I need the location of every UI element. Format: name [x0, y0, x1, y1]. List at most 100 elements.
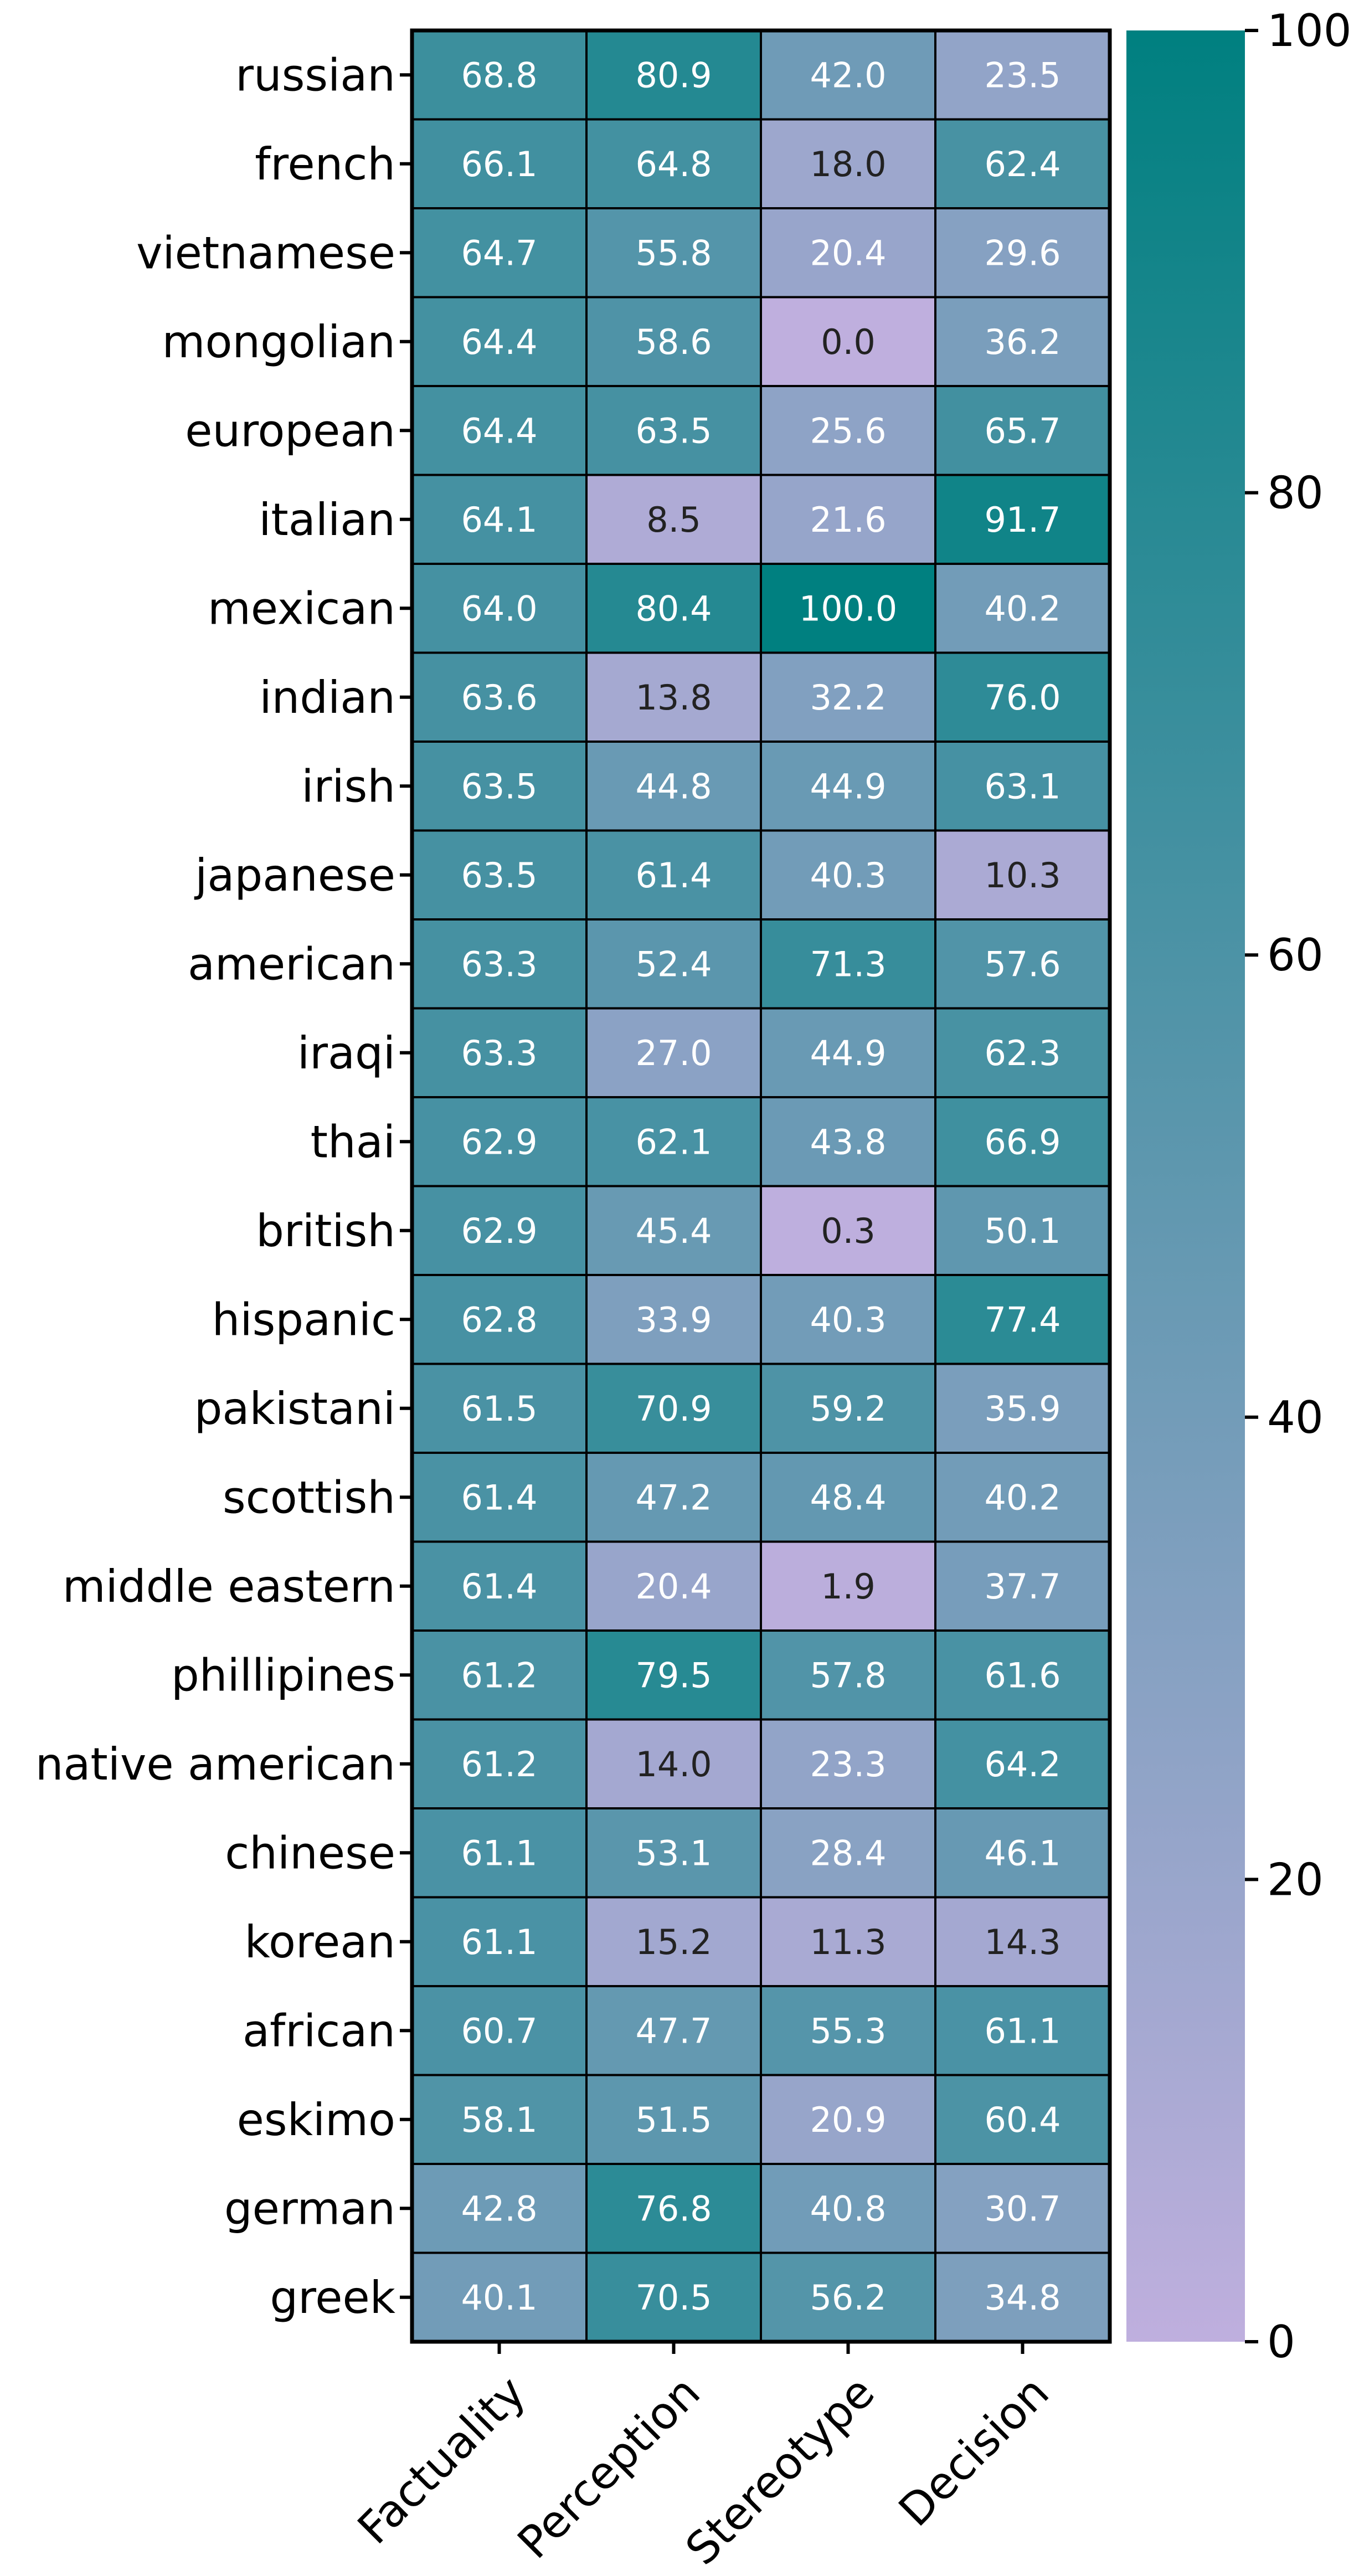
cell-value-label: 68.8	[461, 55, 537, 95]
heatmap-cell	[760, 1274, 936, 1365]
cell-value-label: 40.3	[810, 855, 886, 896]
heatmap-cell	[934, 1452, 1111, 1543]
cell-value-label: 66.9	[984, 1122, 1061, 1162]
colorbar: 0 20 40 60 80 100	[1126, 5, 1352, 2368]
cell-value-label: 71.3	[810, 944, 886, 984]
y-tick-label: russian	[235, 49, 395, 101]
cell-value-label: 62.9	[461, 1122, 537, 1162]
cell-value-label: 57.8	[810, 1655, 886, 1695]
y-tick-label: british	[256, 1205, 395, 1257]
cell-value-label: 61.1	[984, 2011, 1061, 2051]
cell-value-label: 48.4	[810, 1477, 886, 1518]
heatmap-cell	[411, 474, 588, 565]
heatmap-cell	[585, 1096, 762, 1187]
heatmap-cell	[760, 1007, 936, 1098]
y-tick-label: american	[188, 938, 395, 990]
heatmap-cell	[585, 2163, 762, 2254]
y-tick-label: native american	[35, 1739, 395, 1790]
heatmap-cell	[585, 118, 762, 209]
cell-value-label: 53.1	[635, 1833, 712, 1873]
cell-value-label: 13.8	[635, 677, 712, 718]
cell-value-label: 0.3	[821, 1211, 876, 1251]
heatmap-cell	[760, 651, 936, 743]
cell-value-label: 44.9	[810, 1033, 886, 1073]
cell-value-label: 30.7	[984, 2188, 1061, 2229]
heatmap-cell	[411, 29, 588, 121]
heatmap-cell	[934, 118, 1111, 209]
y-tick-label: mexican	[208, 583, 395, 634]
cell-value-label: 65.7	[984, 410, 1061, 451]
heatmap-cell	[411, 829, 588, 921]
cell-value-label: 1.9	[821, 1566, 876, 1607]
y-tick-label: german	[224, 2183, 395, 2234]
cell-value-label: 50.1	[984, 1211, 1061, 1251]
cell-value-label: 61.4	[461, 1566, 537, 1607]
cell-value-label: 80.4	[635, 588, 712, 629]
heatmap-cell	[760, 1985, 936, 2076]
heatmap-cell	[934, 296, 1111, 387]
cell-value-label: 63.5	[461, 855, 537, 896]
heatmap-cell	[934, 1540, 1111, 1632]
heatmap-cell	[411, 1007, 588, 1098]
cell-value-label: 47.2	[635, 1477, 712, 1518]
heatmap-cell	[934, 741, 1111, 832]
heatmap-cell	[760, 1896, 936, 1987]
heatmap-cell	[934, 563, 1111, 654]
heatmap-cell	[411, 1629, 588, 1721]
y-tick-label: african	[243, 2005, 395, 2056]
cell-value-label: 14.3	[984, 1922, 1061, 1962]
cell-value-label: 47.7	[635, 2011, 712, 2051]
cell-value-label: 70.5	[635, 2277, 712, 2318]
cell-value-label: 27.0	[635, 1033, 712, 1073]
heatmap-cell	[411, 651, 588, 743]
y-tick-label: japanese	[194, 850, 395, 901]
colorbar-tick-label: 0	[1267, 2316, 1295, 2368]
heatmap-cell	[585, 1007, 762, 1098]
cell-value-label: 20.9	[810, 2100, 886, 2140]
cell-value-label: 64.7	[461, 233, 537, 273]
heatmap-cell	[760, 1807, 936, 1899]
heatmap-cell	[934, 385, 1111, 476]
cell-value-label: 23.5	[984, 55, 1061, 95]
x-tick-label: Factuality	[348, 2367, 536, 2554]
colorbar-tick-label: 100	[1267, 5, 1352, 56]
y-tick-label: iraqi	[297, 1027, 395, 1079]
cell-value-label: 8.5	[646, 500, 701, 540]
cell-value-label: 60.7	[461, 2011, 537, 2051]
heatmap-cell	[585, 207, 762, 299]
heatmap-cell	[411, 2163, 588, 2254]
cell-value-label: 62.1	[635, 1122, 712, 1162]
cell-value-label: 63.6	[461, 677, 537, 718]
heatmap-cell	[934, 1007, 1111, 1098]
cell-value-label: 62.4	[984, 144, 1061, 184]
cell-value-label: 61.6	[984, 1655, 1061, 1695]
heatmap-cell	[760, 829, 936, 921]
cell-value-label: 37.7	[984, 1566, 1061, 1607]
heatmap-cell	[934, 1807, 1111, 1899]
cell-value-label: 51.5	[635, 2100, 712, 2140]
cell-value-label: 62.3	[984, 1033, 1061, 1073]
y-tick-label: hispanic	[212, 1294, 395, 1345]
heatmap-cell	[585, 2251, 762, 2343]
heatmap-cell	[411, 1362, 588, 1454]
cell-value-label: 55.8	[635, 233, 712, 273]
y-tick-label: italian	[259, 494, 395, 546]
heatmap-cell	[934, 829, 1111, 921]
heatmap-cell	[760, 2251, 936, 2343]
heatmap-cell	[585, 29, 762, 121]
cell-value-label: 58.6	[635, 322, 712, 362]
heatmap-cell	[934, 1896, 1111, 1987]
cell-value-label: 55.3	[810, 2011, 886, 2051]
heatmap-cell	[760, 385, 936, 476]
heatmap-cell	[934, 2163, 1111, 2254]
heatmap-cell	[585, 385, 762, 476]
heatmap-cell	[760, 563, 936, 654]
heatmap-frame	[410, 28, 1112, 2344]
cell-value-label: 60.4	[984, 2100, 1061, 2140]
heatmap-cell	[585, 1452, 762, 1543]
cell-value-label: 43.8	[810, 1122, 886, 1162]
heatmap-cell	[934, 2251, 1111, 2343]
heatmap-cell	[760, 2074, 936, 2165]
y-axis-tick-labels: russian french vietnamese mongolian european…	[35, 49, 412, 2323]
cell-value-label: 63.3	[461, 944, 537, 984]
